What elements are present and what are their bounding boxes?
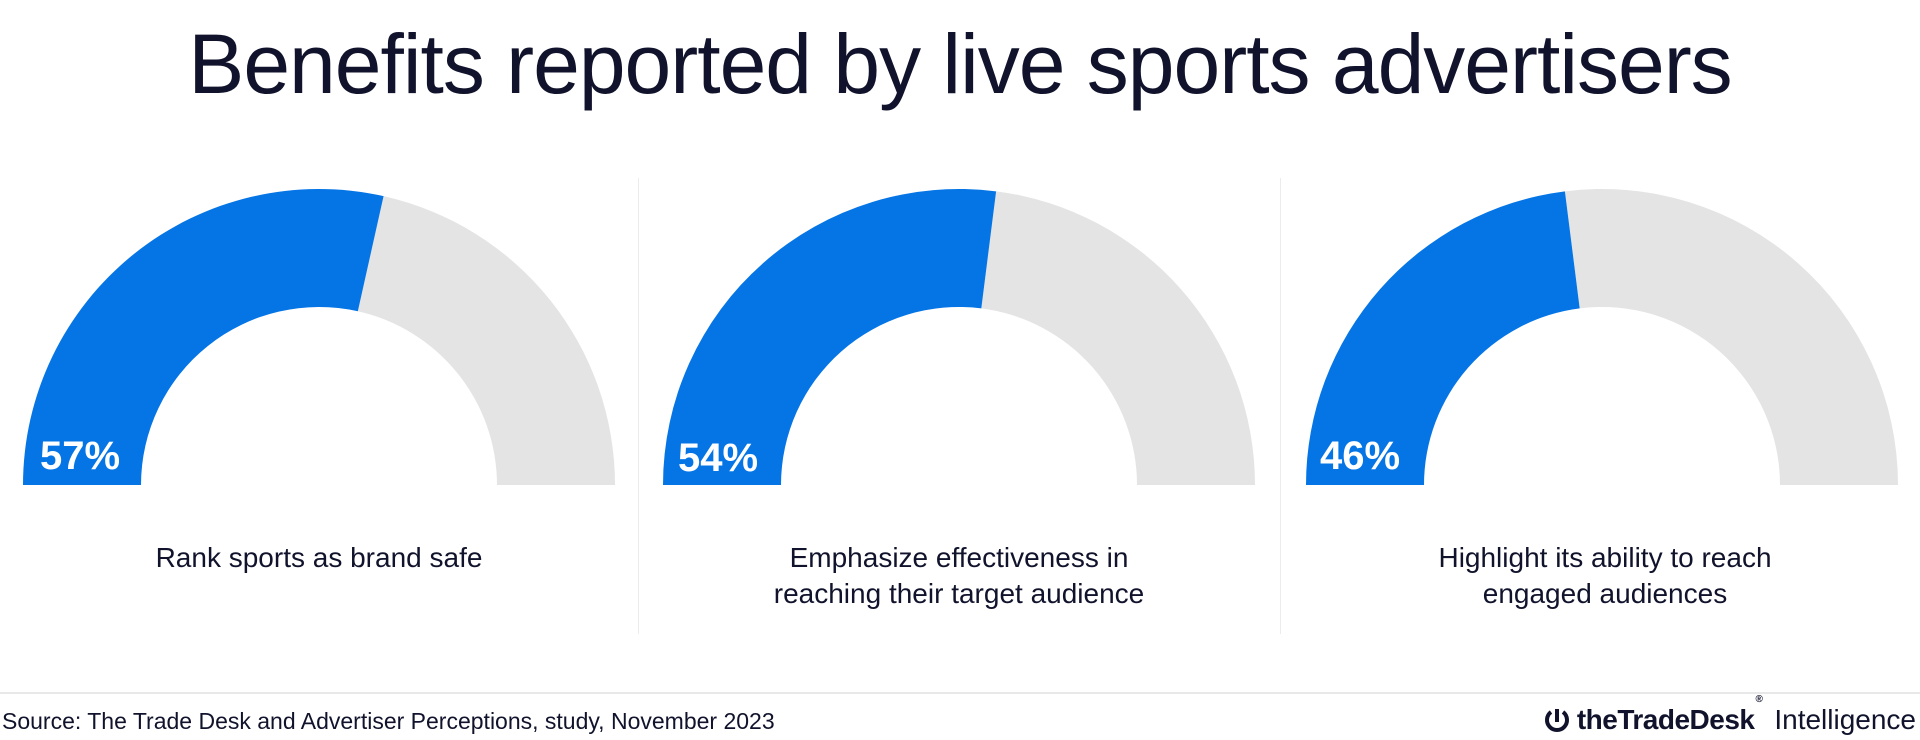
- trade-desk-logo-icon: [1544, 709, 1569, 732]
- gauge-fill: [663, 188, 997, 485]
- logo-suffix-text: Intelligence: [1774, 704, 1916, 735]
- column-divider: [638, 178, 639, 634]
- gauge-2-value-label: 54%: [678, 436, 759, 480]
- gauge-1-value-label: 57%: [40, 434, 121, 478]
- gauge-3-caption: Highlight its ability to reach engaged a…: [1438, 542, 1772, 609]
- brand-logo: theTradeDesk® Intelligence: [1543, 694, 1916, 736]
- gauge-track: [981, 191, 1255, 485]
- footer-divider: [0, 692, 1920, 694]
- gauge-1: [23, 188, 615, 485]
- chart-title: Benefits reported by live sports adverti…: [188, 17, 1732, 111]
- gauge-2-caption: Emphasize effectiveness in reaching thei…: [773, 542, 1145, 609]
- gauge-track: [357, 196, 615, 485]
- column-divider: [1280, 178, 1281, 634]
- gauges-canvas: [23, 188, 1898, 485]
- gauge-fill: [23, 188, 384, 485]
- gauge-track: [1564, 189, 1898, 485]
- logo-brand-text: theTradeDesk®: [1576, 694, 1763, 735]
- gauge-3-value-label: 46%: [1320, 434, 1401, 478]
- source-note: Source: The Trade Desk and Advertiser Pe…: [2, 708, 775, 734]
- gauge-2: [663, 188, 1255, 485]
- gauge-1-caption: Rank sports as brand safe: [155, 542, 483, 573]
- gauge-3: [1306, 189, 1898, 485]
- gauge-fill: [1306, 191, 1580, 485]
